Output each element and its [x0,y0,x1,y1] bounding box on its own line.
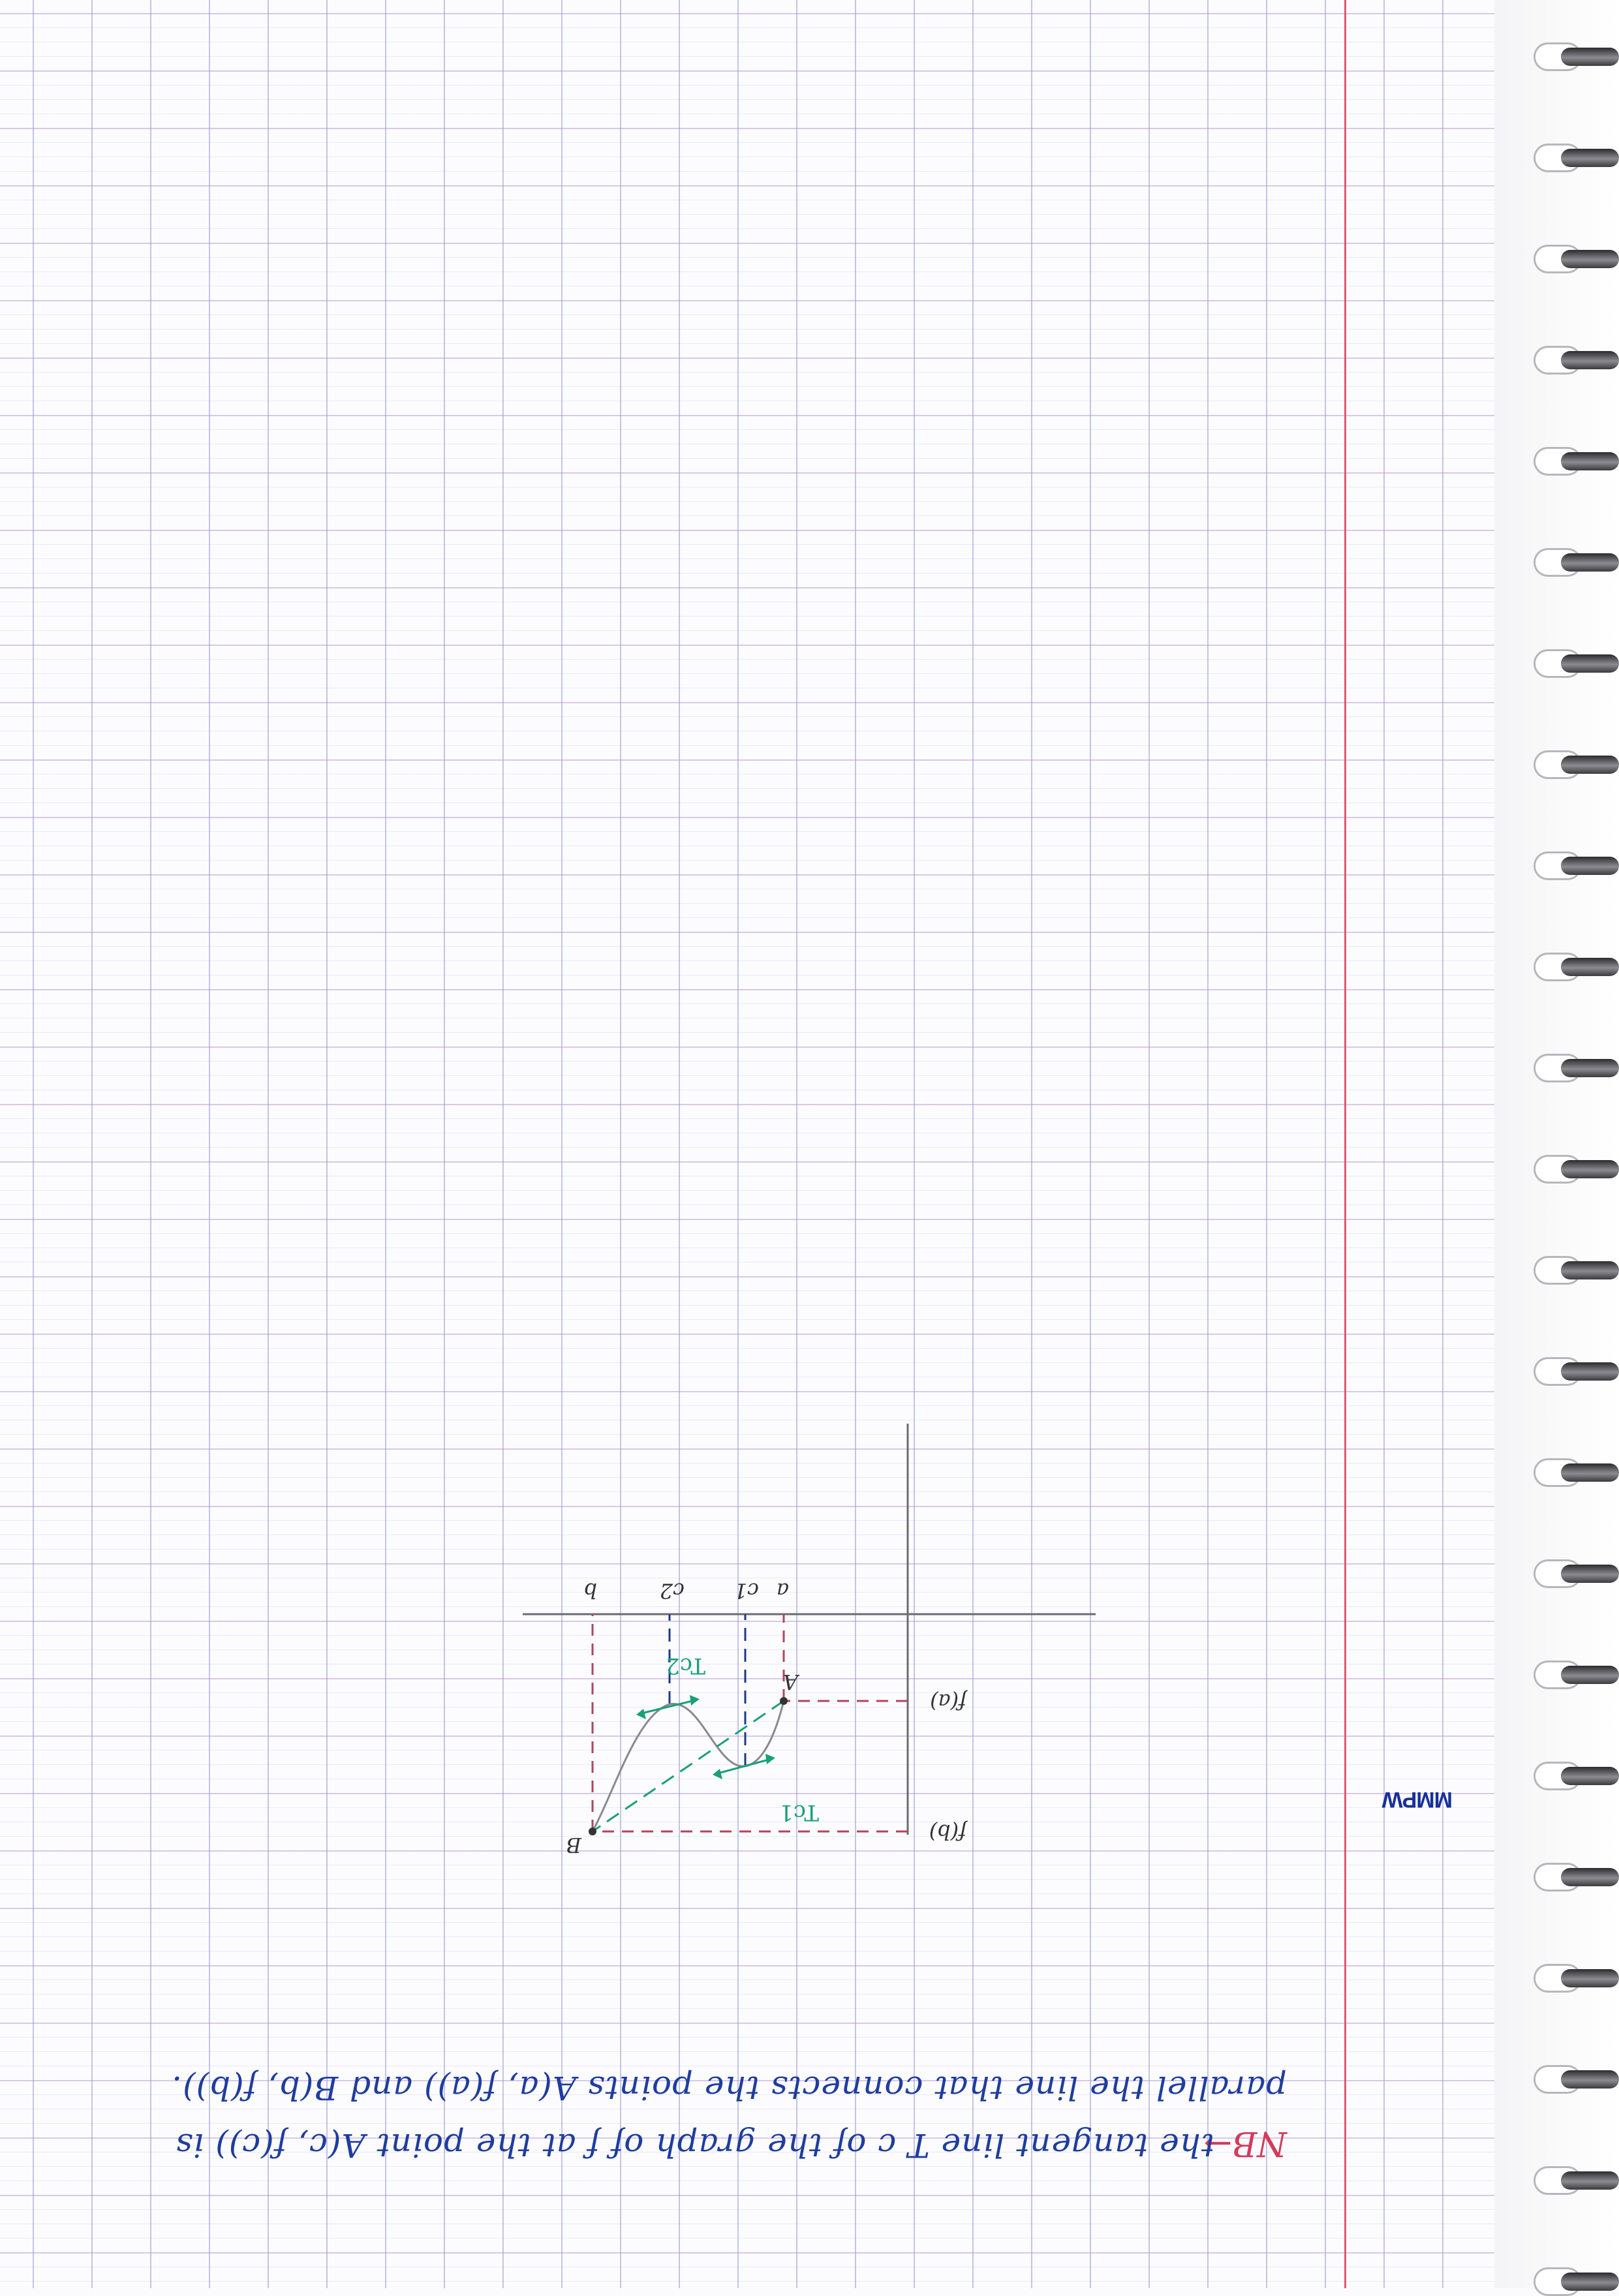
secant-ab [592,1700,784,1833]
tangent-c1-label: Tc1 [779,1799,819,1826]
binding-ring [1561,1868,1619,1886]
tangent-c2-label: Tc2 [666,1653,705,1679]
y-label-fa: f(a) [930,1689,968,1714]
tangent-c2-arrow-right [636,1709,646,1719]
tangent-c1 [715,1757,774,1775]
binding-ring [1561,2171,1619,2190]
binding-ring [1561,1767,1619,1785]
point-b-dot [589,1828,596,1835]
point-a-label: A [783,1670,800,1694]
x-label-c1: c1 [734,1578,759,1603]
red-margin-line [1344,0,1346,2288]
binding-ring [1561,2273,1619,2291]
binding-ring [1561,351,1619,369]
binding-ring [1561,1160,1619,1178]
x-label-c2: c2 [660,1578,685,1603]
binding-ring [1561,48,1619,66]
binding-ring [1561,958,1619,976]
binding-ring [1561,1969,1619,1987]
binding-ring [1561,1463,1619,1482]
tangent-c1-arrow-right [713,1769,722,1779]
tangent-c2-arrow-left [690,1695,700,1706]
tangent-c1-arrow-left [765,1754,775,1764]
binding-ring [1561,553,1619,572]
binding-ring [1561,1362,1619,1381]
x-label-a: a [777,1578,789,1603]
binding-ring [1561,654,1619,673]
binding-ring [1561,452,1619,470]
tangent-c2 [638,1698,698,1715]
binding-ring [1561,149,1619,167]
binding-ring [1561,1261,1619,1279]
binding-ring [1561,1666,1619,1684]
binding-ring [1561,2070,1619,2089]
y-label-fb: f(b) [929,1820,968,1844]
x-label-b: b [584,1578,597,1603]
point-a-dot [780,1697,788,1705]
spiral-binding-strip [1494,0,1619,2288]
binding-ring [1561,857,1619,875]
binding-ring [1561,756,1619,774]
function-curve [591,1700,785,1832]
binding-ring [1561,250,1619,268]
binding-ring [1561,1565,1619,1583]
point-b-label: B [566,1833,582,1858]
binding-ring [1561,1059,1619,1077]
